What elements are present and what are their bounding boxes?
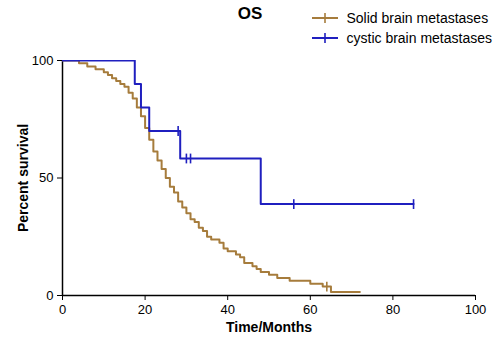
svg-text:100: 100 <box>465 302 487 317</box>
svg-text:0: 0 <box>46 288 53 303</box>
svg-text:Percent survival: Percent survival <box>15 124 31 232</box>
svg-text:80: 80 <box>386 302 400 317</box>
svg-text:0: 0 <box>59 302 66 317</box>
svg-text:40: 40 <box>220 302 234 317</box>
svg-text:50: 50 <box>39 170 53 185</box>
html-text:Solid brain metastases: Solid brain metastases <box>346 10 489 26</box>
svg-text:100: 100 <box>32 53 54 68</box>
html-text:OS: OS <box>237 4 263 23</box>
svg-text:20: 20 <box>138 302 152 317</box>
svg-text:Time/Months: Time/Months <box>226 319 312 335</box>
html-text:cystic brain metastases: cystic brain metastases <box>346 30 492 46</box>
svg-text:60: 60 <box>303 302 317 317</box>
